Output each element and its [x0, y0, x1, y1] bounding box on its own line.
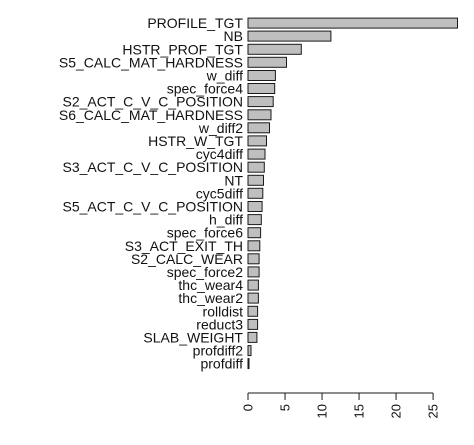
category-label: SLAB_WEIGHT	[143, 329, 243, 345]
bar-profdiff	[247, 358, 250, 370]
category-label: profdiff2	[193, 343, 244, 359]
bar-s5-calc-mat-hardness	[247, 56, 287, 68]
bar-cyc4diff	[247, 148, 266, 160]
category-label: rolldist	[203, 303, 244, 319]
category-label: spec_force6	[167, 225, 243, 241]
category-label: profdiff	[200, 356, 243, 372]
bar-s2-calc-wear	[247, 253, 260, 265]
category-label: PROFILE_TGT	[147, 15, 243, 31]
category-label: reduct3	[196, 316, 243, 332]
bar-hstr-w-tgt	[247, 135, 267, 147]
x-tick-label: 10	[315, 404, 330, 418]
bars-group	[247, 17, 458, 370]
bar-thc-wear2	[247, 292, 259, 304]
category-label: S3_ACT_EXIT_TH	[125, 238, 243, 254]
bar-s3-act-c-v-c-position	[247, 161, 265, 173]
bar-s3-act-exit-th	[247, 240, 261, 252]
x-tick-label: 0	[241, 404, 256, 411]
category-label: thc_wear2	[178, 290, 243, 306]
category-label: HSTR_PROF_TGT	[122, 41, 243, 57]
bar-reduct3	[247, 318, 259, 330]
bar-thc-wear4	[247, 279, 259, 291]
bar-nb	[247, 30, 332, 42]
bar-spec-force6	[247, 227, 262, 239]
category-label: S5_CALC_MAT_HARDNESS	[59, 54, 243, 70]
bar-s6-calc-mat-hardness	[247, 109, 272, 121]
x-tick-label: 15	[352, 404, 367, 418]
bar-w-diff2	[247, 122, 270, 134]
bar-s2-act-c-v-c-position	[247, 96, 274, 108]
bar-cyc5diff	[247, 187, 264, 199]
category-label: thc_wear4	[178, 277, 243, 293]
category-label: S2_ACT_C_V_C_POSITION	[62, 94, 243, 110]
category-label: HSTR_W_TGT	[148, 133, 243, 149]
category-label: NT	[224, 172, 243, 188]
category-label: spec_force4	[167, 81, 243, 97]
category-label: S2_CALC_WEAR	[131, 251, 243, 267]
bar-spec-force2	[247, 266, 260, 278]
category-label: cyc4diff	[196, 146, 243, 162]
bar-slab-weight	[247, 331, 258, 343]
bar-nt	[247, 174, 264, 186]
category-label: S6_CALC_MAT_HARDNESS	[59, 107, 243, 123]
bar-s5-act-c-v-c-position	[247, 201, 263, 212]
bar-profdiff2	[247, 345, 252, 357]
category-label: S3_ACT_C_V_C_POSITION	[62, 159, 243, 175]
category-label: w_diff2	[198, 120, 243, 136]
x-tick-label: 20	[389, 404, 404, 418]
bar-w-diff	[247, 70, 276, 81]
category-label: NB	[224, 28, 243, 44]
category-label: w_diff	[206, 68, 243, 84]
bar-spec-force4	[247, 83, 276, 94]
bar-h-diff	[247, 214, 262, 226]
category-label: spec_force2	[167, 264, 243, 280]
bar-rolldist	[247, 305, 259, 317]
category-label: h_diff	[209, 212, 243, 228]
category-label: cyc5diff	[196, 185, 243, 201]
category-label: S5_ACT_C_V_C_POSITION	[62, 199, 243, 215]
x-tick-label: 5	[278, 404, 293, 411]
x-tick-label: 25	[426, 404, 441, 418]
x-axis: 0 5 10 15 20 25	[241, 392, 441, 418]
bar-profile-tgt	[247, 17, 458, 29]
category-labels-group: PROFILE_TGTNBHSTR_PROF_TGTS5_CALC_MAT_HA…	[59, 15, 244, 372]
bar-hstr-prof-tgt	[247, 43, 302, 55]
